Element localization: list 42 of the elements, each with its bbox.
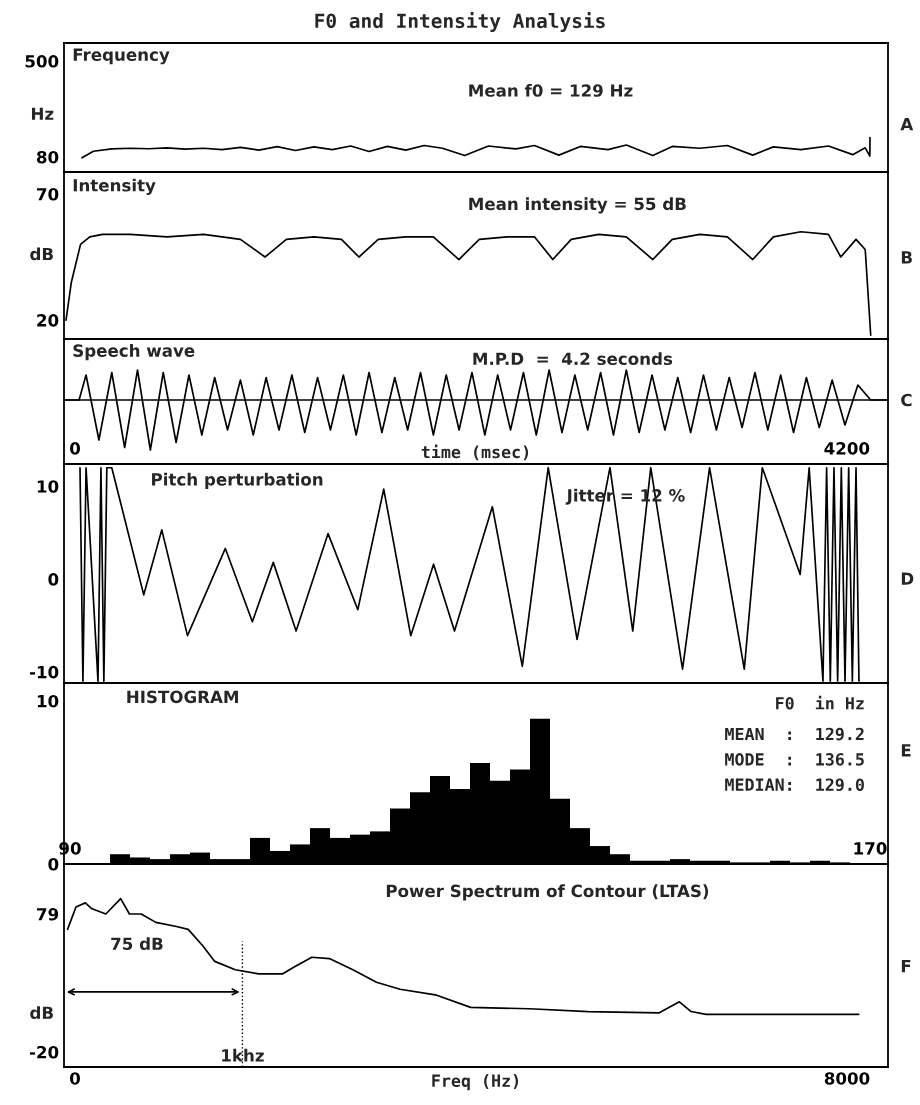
x-axis-title: time (msec) (421, 444, 529, 461)
y-tick-label: -10 (29, 665, 59, 679)
chart-title: F0 and Intensity Analysis (315, 12, 605, 32)
line-series (81, 136, 871, 159)
annotation: MODE : 136.5 (725, 753, 864, 766)
x-tick-label: 8000 (824, 1072, 870, 1085)
y-tick-label: 79 (37, 908, 59, 921)
y-tick-label: 80 (36, 150, 59, 164)
text: A (900, 118, 914, 131)
text: E (901, 744, 911, 757)
x-tick-label: 4200 (824, 442, 870, 455)
annotation: MEAN : 129.2 (725, 727, 864, 741)
y-tick-label: -20 (29, 1045, 59, 1059)
text: F (901, 959, 911, 973)
text: M.P.D = 4.2 seconds (473, 352, 673, 366)
chart-subtitle: Frequency (73, 48, 170, 65)
y-tick-label: 0 (48, 857, 59, 871)
y-tick-label: 0 (48, 573, 59, 586)
text: C (901, 393, 912, 407)
annotation: F0 in Hz (776, 695, 864, 710)
y-tick-label: 10 (37, 480, 59, 493)
chart-title: Speech wave (73, 344, 195, 361)
y-tick-label: 20 (37, 314, 59, 327)
chart-title: Pitch perturbation (152, 472, 323, 489)
y-axis-title: dB (30, 1006, 53, 1020)
annotation: 75 dB (111, 937, 163, 951)
y-tick-label: 70 (37, 187, 59, 201)
x-tick-label: 170 (854, 842, 887, 855)
chart-title: HISTOGRAM (127, 690, 238, 704)
chart-title: Intensity (73, 178, 156, 195)
annotation: MEDIAN: 129.0 (725, 778, 864, 792)
annotation: Mean intensity = 55 dB (469, 197, 686, 214)
y-tick-label: 10 (37, 694, 59, 708)
text: B (901, 251, 912, 264)
x-axis-title: Freq (Hz) (432, 1074, 519, 1091)
annotation: Mean f0 = 129 Hz (469, 83, 633, 97)
text: D (901, 572, 914, 585)
y-axis-title: Hz (31, 107, 54, 120)
y-tick-label: 500 (25, 55, 59, 68)
text: Power Spectrum of Contour (LTAS) (386, 884, 709, 901)
ref-line-label: 1khz (222, 1048, 264, 1062)
y-axis-title: dB (30, 247, 53, 261)
